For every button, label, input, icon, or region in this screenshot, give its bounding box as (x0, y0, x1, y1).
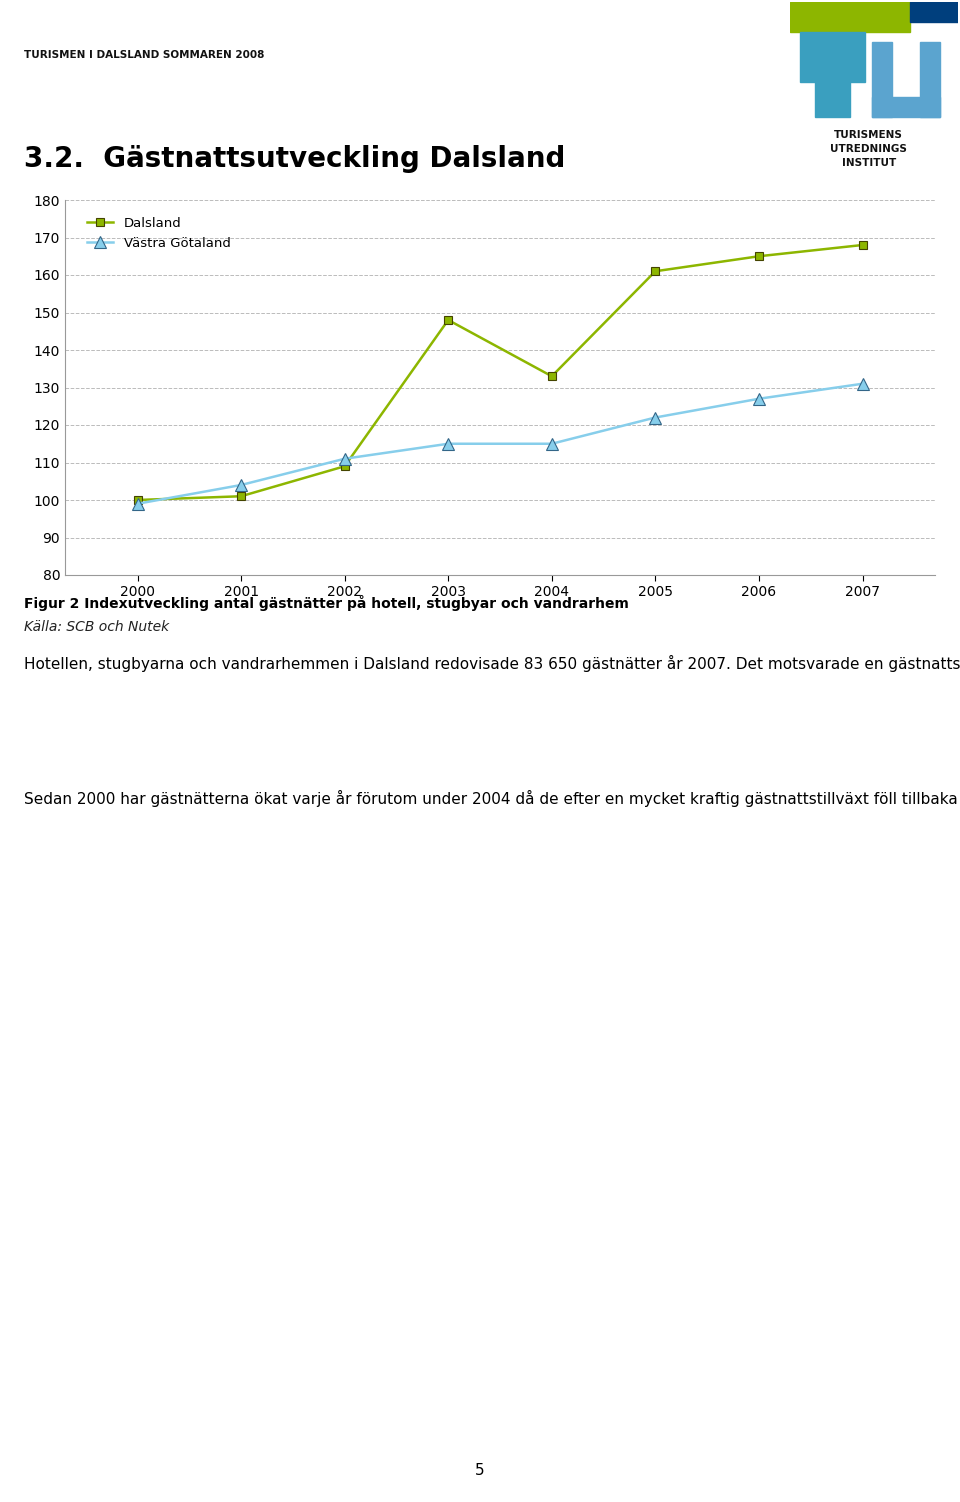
Dalsland (235, 487, 247, 505)
Bar (815, 77, 850, 117)
Västra Götaland (754, 389, 765, 407)
Västra Götaland (132, 494, 143, 512)
Dalsland (443, 311, 454, 329)
Västra Götaland (235, 476, 247, 494)
Text: 3.2.  Gästnattsutveckling Dalsland: 3.2. Gästnattsutveckling Dalsland (24, 146, 565, 173)
Text: TURISMEN I DALSLAND SOMMAREN 2008: TURISMEN I DALSLAND SOMMAREN 2008 (24, 50, 264, 60)
Text: Hotellen, stugbyarna och vandrarhemmen i Dalsland redovisade 83 650 gästnätter å: Hotellen, stugbyarna och vandrarhemmen i… (24, 655, 960, 671)
Text: Sedan 2000 har gästnätterna ökat varje år förutom under 2004 då de efter en myck: Sedan 2000 har gästnätterna ökat varje å… (24, 790, 960, 807)
Västra Götaland (443, 434, 454, 452)
Text: TURISMENS
UTREDNINGS
INSTITUT: TURISMENS UTREDNINGS INSTITUT (830, 131, 907, 168)
Line: Dalsland: Dalsland (133, 240, 867, 505)
Bar (910, 2, 958, 23)
Västra Götaland (856, 374, 868, 392)
Text: Figur 2 Indexutveckling antal gästnätter på hotell, stugbyar och vandrarhem: Figur 2 Indexutveckling antal gästnätter… (24, 595, 629, 611)
Bar (800, 32, 865, 83)
Bar (872, 98, 940, 117)
Västra Götaland (546, 434, 558, 452)
Legend: Dalsland, Västra Götaland: Dalsland, Västra Götaland (81, 210, 237, 257)
Västra Götaland (650, 409, 661, 427)
Line: Västra Götaland: Västra Götaland (132, 379, 868, 509)
Text: 5: 5 (475, 1463, 485, 1478)
Dalsland (856, 236, 868, 254)
Bar (790, 2, 910, 32)
Bar (920, 42, 940, 117)
Dalsland (650, 263, 661, 281)
Bar (872, 42, 892, 117)
Dalsland (339, 457, 350, 475)
Dalsland (754, 248, 765, 266)
Västra Götaland (339, 449, 350, 467)
Dalsland (132, 491, 143, 509)
Dalsland (546, 366, 558, 385)
Text: Källa: SCB och Nutek: Källa: SCB och Nutek (24, 620, 169, 634)
